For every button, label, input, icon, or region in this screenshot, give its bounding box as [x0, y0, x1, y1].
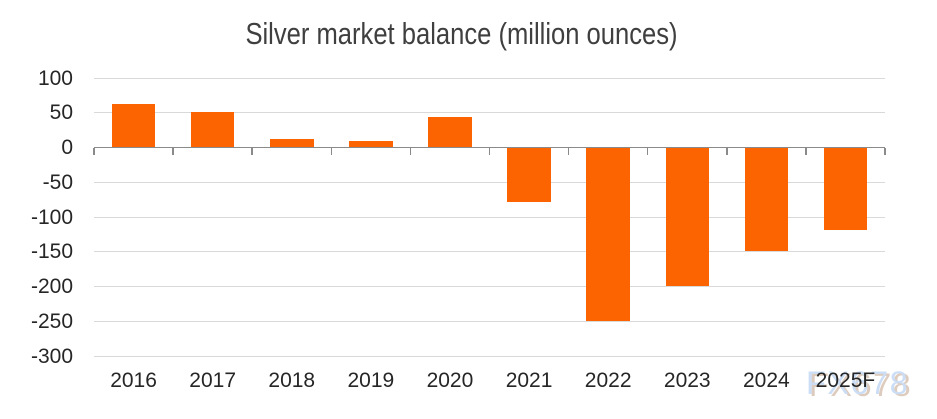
bar-2023 [665, 147, 709, 286]
y-axis-label--250: -250 [30, 309, 73, 333]
x-axis-label-2019: 2019 [347, 368, 395, 392]
bar-2019 [349, 140, 393, 148]
gridline--50 [94, 181, 885, 183]
axis-tick-9 [805, 148, 807, 156]
x-axis-label-2016: 2016 [110, 368, 157, 392]
y-axis-label--200: -200 [30, 275, 73, 299]
gridline--250 [94, 320, 885, 322]
x-axis-label-2018: 2018 [268, 368, 316, 392]
axis-tick-6 [567, 148, 570, 156]
x-axis-label-2024: 2024 [742, 368, 790, 392]
x-axis-label-2023: 2023 [663, 368, 711, 392]
axis-tick-5 [488, 148, 491, 156]
y-axis-label-100: 100 [37, 66, 73, 90]
y-axis-label-0: 0 [61, 136, 73, 160]
x-axis-label-2022: 2022 [584, 368, 632, 392]
y-axis-label--300: -300 [30, 344, 73, 368]
gridline-100 [94, 77, 885, 79]
axis-tick-1 [172, 148, 174, 156]
y-axis-label--50: -50 [42, 170, 73, 194]
x-axis-label-2020: 2020 [426, 368, 474, 392]
y-axis-label-50: 50 [49, 101, 73, 125]
axis-tick-3 [330, 148, 333, 156]
bar-2024 [744, 147, 789, 252]
bar-2022 [586, 147, 630, 322]
bar-2016 [111, 103, 156, 148]
y-axis-label--150: -150 [30, 240, 73, 264]
gridline-50 [94, 112, 885, 114]
gridline--100 [94, 216, 885, 218]
gridline--200 [94, 286, 885, 288]
chart-title: Silver market balance (million ounces) [245, 16, 678, 51]
bar-2018 [270, 138, 314, 148]
x-axis-label-2017: 2017 [189, 368, 236, 392]
x-axis-label-2021: 2021 [505, 368, 553, 392]
axis-tick-4 [409, 148, 412, 156]
axis-tick-10 [884, 148, 886, 156]
bar-2025F [823, 147, 868, 230]
bar-2020 [428, 117, 472, 148]
gridline--300 [94, 355, 885, 357]
axis-tick-8 [726, 148, 728, 156]
bar-2021 [507, 147, 551, 202]
axis-tick-0 [93, 148, 95, 156]
y-axis-label--100: -100 [30, 205, 73, 229]
x-axis-line [94, 146, 885, 149]
axis-tick-7 [646, 148, 649, 156]
watermark-text: FX678 [806, 365, 910, 401]
axis-tick-2 [251, 148, 253, 156]
gridline--150 [94, 251, 885, 253]
x-axis-label-2025F: 2025F [815, 368, 876, 392]
bar-2017 [190, 112, 235, 148]
